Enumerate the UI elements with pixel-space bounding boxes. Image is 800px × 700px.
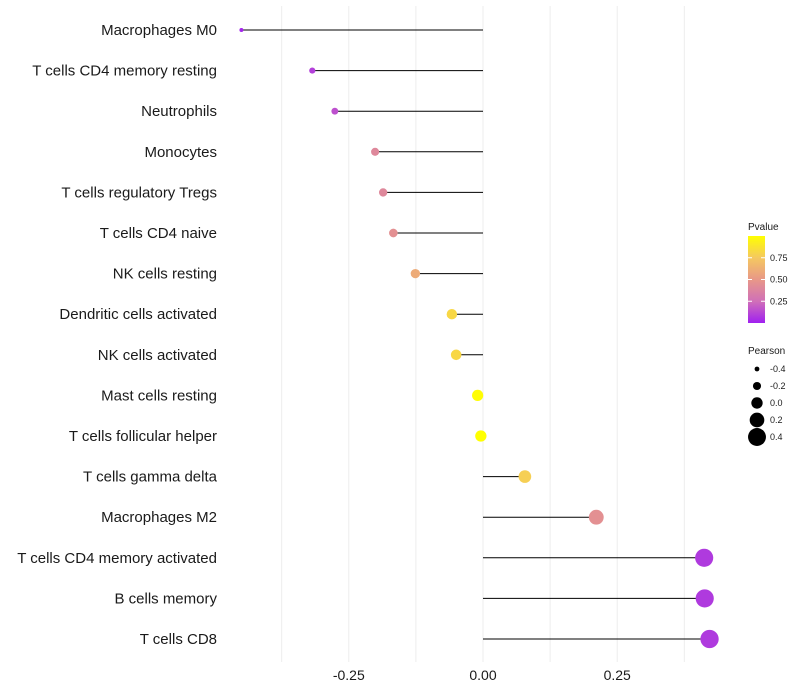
y-axis-label: Mast cells resting [101,387,217,404]
x-tick-label: 0.00 [469,667,496,683]
y-axis-label: Neutrophils [141,103,217,120]
lollipop-point [588,509,604,525]
pearson-size-key [749,412,765,428]
y-axis-label: T cells CD4 memory resting [32,63,217,80]
lollipop-point [450,349,462,361]
lollipop-point [239,28,244,32]
lollipop-point [389,228,398,238]
y-axis-label: T cells regulatory Tregs [61,184,217,201]
y-axis-label: T cells gamma delta [83,469,218,486]
y-axis-labels: Macrophages M0 T cells CD4 memory resting… [17,22,217,648]
pearson-legend-label: 0.2 [770,415,783,425]
y-axis-label: T cells CD4 naive [100,225,217,242]
x-axis-ticks: -0.25 0.00 0.25 [333,667,631,683]
pvalue-tick-label: 0.25 [770,296,788,306]
pearson-size-key [754,366,760,372]
y-axis-label: Dendritic cells activated [59,306,217,323]
pearson-legend-label: -0.4 [770,364,786,374]
x-tick-label: 0.25 [604,667,631,683]
y-axis-label: NK cells resting [113,266,217,283]
grid-layer [281,6,685,662]
pearson-legend-label: 0.0 [770,398,783,408]
point-layer [239,28,719,649]
lollipop-point [371,147,380,156]
y-axis-label: B cells memory [114,590,217,607]
lollipop-point [695,589,714,608]
pvalue-legend: Pvalue 0.25 0.50 0.75 [748,222,788,323]
lollipop-point [695,548,714,567]
pearson-legend-items: -0.4 -0.2 0.0 0.2 0.4 [748,364,786,446]
lollipop-point [475,430,487,442]
lollipop-point [378,188,388,197]
x-tick-label: -0.25 [333,667,365,683]
pearson-legend-title: Pearson [748,346,785,357]
pvalue-colorbar [748,236,765,323]
y-axis-label: NK cells activated [98,347,217,364]
lollipop-point [410,268,421,279]
pvalue-tick-label: 0.75 [770,253,788,263]
lollipop-point [472,389,484,402]
lollipop-point [700,629,719,649]
pvalue-legend-title: Pvalue [748,222,779,233]
pvalue-tick-label: 0.50 [770,275,788,285]
pearson-legend-label: 0.4 [770,432,783,442]
pearson-legend-label: -0.2 [770,381,786,391]
y-axis-label: T cells CD4 memory activated [17,550,217,567]
y-axis-label: T cells CD8 [140,631,217,648]
lollipop-point [518,470,532,483]
lollipop-point [331,107,339,115]
pearson-size-key [751,397,763,409]
pearson-legend: Pearson -0.4 -0.2 0.0 0.2 0.4 [748,346,786,446]
pvalue-legend-ticks: 0.25 0.50 0.75 [748,253,788,306]
y-axis-label: T cells follicular helper [69,428,217,445]
y-axis-label: Monocytes [144,144,217,161]
pearson-size-key [748,428,766,446]
y-axis-label: Macrophages M2 [101,509,217,526]
lollipop-point [309,67,316,74]
y-axis-label: Macrophages M0 [101,22,217,39]
lollipop-point [446,308,458,320]
pearson-size-key [752,381,762,391]
stem-layer [241,29,710,640]
